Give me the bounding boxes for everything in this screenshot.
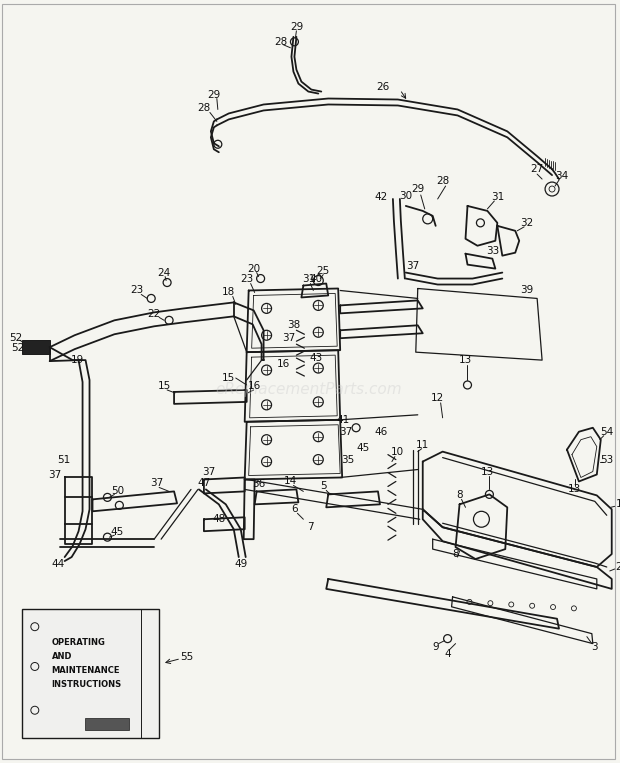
Text: 25: 25 (317, 266, 330, 275)
Text: 55: 55 (180, 652, 193, 662)
Text: 14: 14 (284, 476, 297, 487)
Text: 37: 37 (48, 469, 61, 479)
Text: 31: 31 (490, 192, 504, 202)
Text: 19: 19 (71, 355, 84, 365)
Text: 37: 37 (202, 466, 216, 477)
Text: 29: 29 (207, 89, 221, 99)
Text: 28: 28 (197, 104, 211, 114)
Text: 22: 22 (148, 309, 161, 320)
Text: 52: 52 (11, 343, 25, 353)
Text: 36: 36 (252, 479, 265, 489)
Bar (84, 718, 130, 730)
Text: 37: 37 (340, 427, 353, 436)
Text: 13: 13 (459, 355, 472, 365)
Text: 16: 16 (248, 381, 261, 391)
Text: 49: 49 (234, 559, 247, 569)
Text: 43: 43 (309, 353, 323, 363)
Text: 52: 52 (9, 333, 22, 343)
Text: 20: 20 (247, 263, 260, 274)
Text: 15: 15 (157, 381, 170, 391)
Text: 39: 39 (521, 285, 534, 295)
Text: 29: 29 (290, 22, 303, 32)
Text: 47: 47 (197, 478, 211, 488)
Text: 46: 46 (374, 427, 388, 436)
Text: 12: 12 (431, 393, 445, 403)
Text: 33: 33 (485, 246, 499, 256)
Text: eReplacementParts.com: eReplacementParts.com (215, 382, 402, 398)
Text: 4: 4 (445, 649, 451, 658)
Text: 31: 31 (302, 274, 315, 284)
Text: 40: 40 (310, 274, 323, 284)
Text: 41: 41 (337, 415, 350, 425)
Text: 6: 6 (291, 504, 298, 514)
Text: 5: 5 (320, 481, 327, 491)
Text: 32: 32 (521, 218, 534, 228)
Text: 28: 28 (274, 37, 287, 47)
Text: 27: 27 (531, 164, 544, 174)
Text: 16: 16 (277, 359, 290, 369)
Text: 45: 45 (356, 443, 370, 452)
Text: 26: 26 (376, 82, 389, 92)
Text: 13: 13 (480, 466, 494, 477)
Text: 23: 23 (131, 285, 144, 295)
Text: 34: 34 (556, 171, 569, 181)
Text: 3: 3 (591, 642, 598, 652)
Text: 30: 30 (399, 191, 412, 201)
Text: 53: 53 (600, 455, 613, 465)
Text: 2: 2 (616, 562, 620, 572)
Text: 1: 1 (616, 499, 620, 510)
Text: 11: 11 (416, 439, 430, 449)
Text: 42: 42 (374, 192, 388, 202)
Bar (22, 609, 159, 738)
Text: 44: 44 (51, 559, 64, 569)
Text: 28: 28 (436, 176, 449, 186)
Text: 51: 51 (57, 455, 70, 465)
Text: 7: 7 (307, 522, 314, 533)
Text: 50: 50 (111, 486, 124, 497)
Text: OPERATING
AND
MAINTENANCE
INSTRUCTIONS: OPERATING AND MAINTENANCE INSTRUCTIONS (51, 638, 122, 689)
Text: 29: 29 (411, 184, 424, 194)
Text: 24: 24 (157, 268, 170, 278)
Text: 8: 8 (456, 491, 463, 501)
Text: 37: 37 (406, 261, 419, 271)
Text: 37: 37 (282, 333, 295, 343)
Text: 38: 38 (287, 320, 300, 330)
Text: 15: 15 (222, 373, 236, 383)
Bar (22, 340, 50, 354)
Text: 48: 48 (212, 514, 226, 524)
Text: 23: 23 (240, 274, 254, 284)
Text: 35: 35 (342, 455, 355, 465)
Text: 10: 10 (391, 446, 404, 456)
Text: 54: 54 (600, 427, 613, 436)
Text: 45: 45 (111, 527, 124, 537)
Text: 8: 8 (452, 549, 459, 559)
Text: 18: 18 (222, 288, 236, 298)
Text: 13: 13 (569, 485, 582, 494)
Text: 9: 9 (432, 642, 439, 652)
Text: 37: 37 (151, 478, 164, 488)
